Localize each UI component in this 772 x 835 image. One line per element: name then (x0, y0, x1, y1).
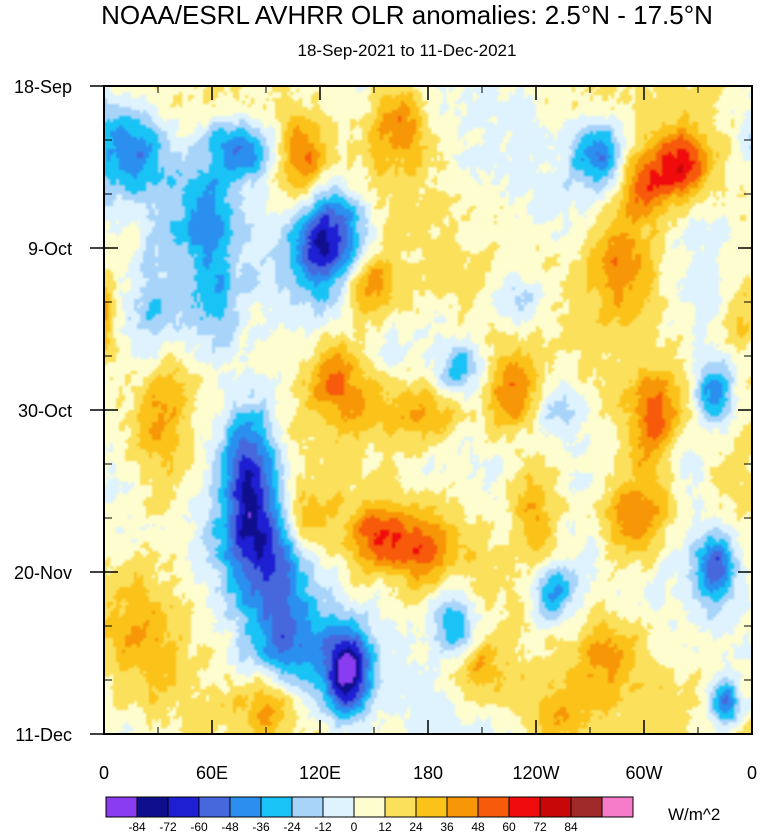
colorbar-label: 84 (564, 820, 578, 834)
x-tick-label: 60W (625, 763, 662, 783)
colorbar-label: 12 (378, 820, 392, 834)
colorbar-swatch (570, 796, 603, 818)
colorbar-swatch (601, 796, 634, 818)
colorbar-label: -84 (128, 820, 146, 834)
colorbar-swatch (136, 796, 169, 818)
chart-subtitle: 18-Sep-2021 to 11-Dec-2021 (297, 41, 517, 60)
colorbar-swatch (260, 796, 293, 818)
x-tick-label: 120W (512, 763, 559, 783)
x-tick-label: 0 (99, 763, 109, 783)
x-axis: 0 60E 120E 180 120W 60W 0 (99, 86, 757, 783)
colorbar-swatch (105, 796, 138, 818)
colorbar-label: -36 (252, 820, 270, 834)
colorbar-swatch (508, 796, 541, 818)
colorbar-swatch (167, 796, 200, 818)
colorbar-label: -24 (283, 820, 301, 834)
colorbar-label: -12 (314, 820, 332, 834)
y-tick-label: 20-Nov (14, 563, 72, 583)
y-tick-label: 18-Sep (14, 77, 72, 97)
colorbar-swatch (477, 796, 510, 818)
x-tick-label: 60E (196, 763, 228, 783)
colorbar-swatch (415, 796, 448, 818)
y-tick-label: 11-Dec (15, 725, 72, 745)
colorbar-swatch (291, 796, 324, 818)
x-tick-label: 0 (747, 763, 757, 783)
x-tick-label: 180 (413, 763, 443, 783)
colorbar-label: 48 (471, 820, 485, 834)
colorbar-swatch (229, 796, 262, 818)
colorbar-label: 0 (351, 820, 358, 834)
colorbar-label: -72 (159, 820, 177, 834)
olr-anomaly-field (104, 86, 752, 734)
colorbar-label: 24 (409, 820, 423, 834)
y-tick-label: 9-Oct (28, 239, 72, 259)
colorbar-swatch (198, 796, 231, 818)
chart-title: NOAA/ESRL AVHRR OLR anomalies: 2.5°N - 1… (101, 0, 713, 30)
colorbar-label: 60 (502, 820, 516, 834)
colorbar-swatch (539, 796, 572, 818)
colorbar-swatch (446, 796, 479, 818)
x-tick-label: 120E (299, 763, 341, 783)
colorbar-swatch (322, 796, 355, 818)
y-tick-label: 30-Oct (18, 401, 72, 421)
colorbar-label: 72 (533, 820, 547, 834)
colorbar: -84 -72 -60 -48 -36 -24 -12 0 12 24 36 48 60 72 84 (105, 796, 634, 834)
colorbar-swatch (353, 796, 386, 818)
colorbar-label: 36 (440, 820, 454, 834)
colorbar-swatch (384, 796, 417, 818)
colorbar-label: -60 (190, 820, 208, 834)
colorbar-units: W/m^2 (668, 805, 721, 824)
y-axis: 18-Sep 9-Oct 30-Oct 20-Nov 11-Dec (14, 77, 752, 745)
colorbar-label: -48 (221, 820, 239, 834)
